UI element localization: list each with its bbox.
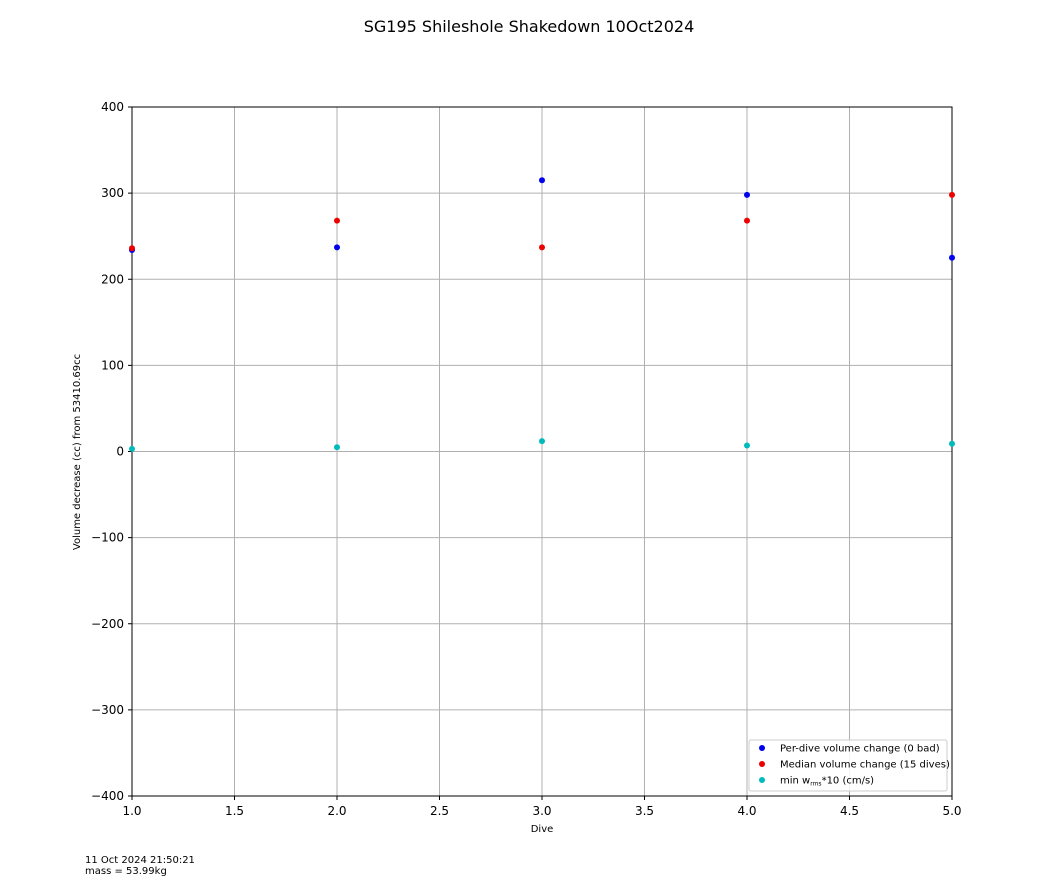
series-1-point — [539, 177, 545, 184]
legend-marker — [759, 777, 765, 783]
x-tick-label: 4.5 — [840, 804, 859, 818]
x-tick-label: 1.5 — [225, 804, 244, 818]
y-tick-label: 400 — [101, 100, 124, 114]
series-1-point — [744, 191, 750, 198]
x-tick-label: 3.0 — [532, 804, 551, 818]
legend-label: min wrms*10 (cm/s) — [780, 776, 874, 788]
series-2-point — [539, 244, 545, 251]
y-tick-label: 300 — [101, 186, 124, 200]
series-2-point — [744, 217, 750, 224]
series-3-point — [744, 442, 750, 449]
legend-label: Per-dive volume change (0 bad) — [780, 744, 940, 755]
legend-marker — [759, 761, 765, 767]
x-tick-label: 5.0 — [942, 804, 961, 818]
x-axis-label: Dive — [531, 824, 554, 835]
x-tick-label: 4.0 — [737, 804, 756, 818]
legend-box — [748, 739, 948, 792]
legend-label: Median volume change (15 dives) — [780, 760, 950, 771]
series-1-point — [949, 254, 955, 261]
series-1-point — [334, 244, 340, 251]
y-tick-label: −200 — [91, 617, 124, 631]
x-axis: 1.0 1.5 2.0 2.5 3.0 3.5 4.0 4.5 5.0 — [122, 796, 962, 818]
series-3-point — [334, 444, 340, 451]
footer-mass: mass = 53.99kg — [85, 866, 167, 877]
x-tick-label: 3.5 — [635, 804, 654, 818]
series-3-point — [539, 438, 545, 445]
y-axis: 400 300 200 100 0 −100 −200 −300 −400 — [91, 100, 132, 803]
series-3-point — [129, 445, 135, 452]
y-axis-label: Volume decrease (cc) from 53410.69cc — [72, 354, 83, 550]
chart-title: SG195 Shileshole Shakedown 10Oct2024 — [364, 17, 695, 36]
y-tick-label: 0 — [116, 445, 124, 459]
y-tick-label: −300 — [91, 703, 124, 717]
y-tick-label: 200 — [101, 272, 124, 286]
x-tick-label: 2.0 — [327, 804, 346, 818]
legend-marker — [759, 745, 765, 751]
data-points — [129, 177, 955, 452]
footer: 11 Oct 2024 21:50:21 mass = 53.99kg — [85, 855, 195, 877]
x-tick-label: 1.0 — [122, 804, 141, 818]
series-3-point — [949, 440, 955, 447]
x-tick-label: 2.5 — [430, 804, 449, 818]
legend: Per-dive volume change (0 bad) Median vol… — [748, 739, 950, 792]
y-tick-label: −100 — [91, 531, 124, 545]
y-tick-label: −400 — [91, 789, 124, 803]
y-tick-label: 100 — [101, 358, 124, 372]
series-2-point — [129, 245, 135, 252]
footer-timestamp: 11 Oct 2024 21:50:21 — [85, 855, 195, 866]
grid — [131, 106, 953, 797]
series-2-point — [334, 217, 340, 224]
series-2-point — [949, 191, 955, 198]
